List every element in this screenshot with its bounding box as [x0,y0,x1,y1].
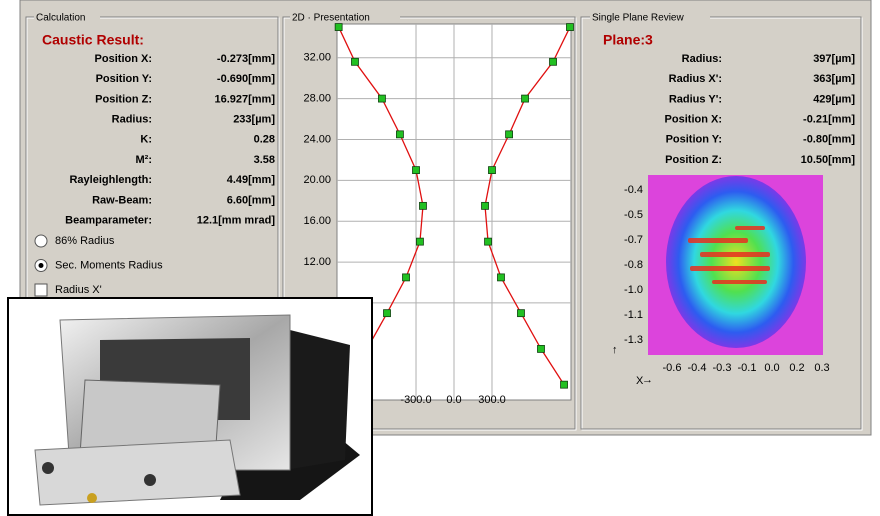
field-value: 429[µm] [813,93,855,105]
field-label: Radius: [682,53,722,65]
field-value: -0.80[mm] [803,134,855,146]
group-title: Calculation [36,13,85,24]
field-value: 16.927[mm] [214,93,275,105]
field-value: 3.58 [254,154,275,166]
measurement-point [566,23,574,31]
measurement-point [517,309,525,318]
profile-x-label: 0.3 [814,362,829,374]
field-label: Position Y: [96,73,152,85]
field-label: Position X: [665,114,722,126]
field-label: Radius X': [669,73,722,85]
profile-x-label: 0.0 [764,362,779,374]
group-label-bg [34,10,100,24]
group-title: 2D · Presentation [292,13,370,24]
y-tick-label: 28.00 [303,92,331,104]
measurement-point [497,273,505,282]
measurement-point [560,380,568,389]
profile-hotspots [688,226,770,284]
field-value: 4.49[mm] [227,174,276,186]
group-box [283,17,577,431]
field-value: 6.60[mm] [227,194,276,206]
profile-x-label: 0.2 [789,362,804,374]
profile-y-label: -1.0 [624,284,643,296]
radio-button[interactable] [34,234,48,248]
checkbox[interactable] [34,283,48,297]
field-value: 397[µm] [813,53,855,65]
field-label: Radius Y': [669,93,722,105]
group-title: Single Plane Review [592,13,684,24]
measurement-point [419,201,427,210]
field-label: Raw-Beam: [92,194,152,206]
profile-y-label: -0.5 [624,209,643,221]
y-axis-arrow: ↑ [612,344,618,356]
y-tick-label: 12.00 [303,256,331,268]
group-box [581,17,863,431]
y-tick-label: 20.00 [303,174,331,186]
measurement-point [416,237,424,246]
option-label[interactable]: Sec. Moments Radius [55,259,163,271]
profile-y-label: -0.7 [624,234,643,246]
field-label: M²: [136,154,153,166]
profile-y-label: -0.8 [624,259,643,271]
field-label: Position X: [95,53,152,65]
x-axis-label: X [636,375,644,387]
field-value: 233[µm] [233,114,275,126]
measurement-point [396,130,404,139]
field-value: 12.1[mm mrad] [197,215,276,227]
group-box [282,16,576,430]
field-label: K: [140,134,152,146]
field-label: Position Z: [95,93,152,105]
measurement-point [481,201,489,210]
measurement-point [402,273,410,282]
profile-y-label: -1.3 [624,334,643,346]
measurement-point [383,309,391,318]
profile-x-label: -0.6 [663,362,682,374]
field-value: -0.273[mm] [217,53,275,65]
field-label: Beamparameter: [65,215,152,227]
profile-y-label: -0.4 [624,184,643,196]
plane-heading: Plane:3 [603,32,653,48]
result-heading: Caustic Result: [42,32,144,48]
measurement-point [488,166,496,175]
field-label: Position Y: [666,134,722,146]
radio-dot [38,263,44,268]
field-value: -0.690[mm] [217,73,275,85]
field-label: Rayleighlength: [69,174,152,186]
measurement-point [537,345,545,353]
field-value: 363[µm] [813,73,855,85]
y-tick-label: 32.00 [303,52,331,64]
group-box [580,16,862,430]
measurement-point [412,166,420,175]
field-label: Radius: [112,114,152,126]
measurement-point [521,94,529,103]
field-value: 0.28 [254,134,275,146]
measurement-point [351,57,359,66]
measurement-point [505,130,513,139]
field-value: -0.21[mm] [803,114,855,126]
x-tick-label: -300.0 [400,394,431,406]
x-tick-label: 0.0 [446,394,461,406]
device-photo [7,297,373,516]
group-label-bg [290,10,400,24]
x-tick-label: 300.0 [478,394,506,406]
measurement-point [334,23,343,31]
field-value: 10.50[mm] [801,154,856,166]
profile-x-label: -0.4 [688,362,707,374]
measurement-point [549,57,557,66]
option-label[interactable]: 86% Radius [55,235,115,247]
profile-x-label: -0.1 [738,362,757,374]
y-tick-label: 24.00 [303,133,331,145]
group-label-bg [590,10,710,24]
profile-blob [666,176,806,348]
profile-y-label: -1.1 [624,309,643,321]
measurement-point [378,94,386,103]
option-label[interactable]: Radius X' [55,284,102,296]
field-label: Position Z: [665,154,722,166]
measurement-point [484,237,492,246]
x-axis-arrow: → [642,374,653,386]
profile-x-label: -0.3 [713,362,732,374]
beam-profile [648,175,823,355]
y-tick-label: 16.00 [303,215,331,227]
